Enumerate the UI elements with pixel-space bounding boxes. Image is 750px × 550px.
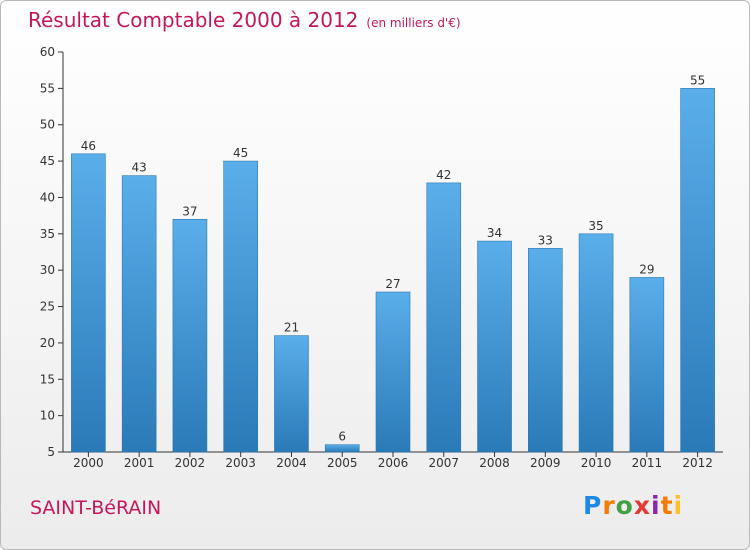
y-tick-label: 10 <box>40 409 55 423</box>
bar-value-label: 45 <box>233 146 248 160</box>
x-tick-label: 2003 <box>225 456 256 470</box>
y-tick-label: 15 <box>40 372 55 386</box>
x-tick-label: 2011 <box>632 456 663 470</box>
bar-value-label: 29 <box>639 262 654 276</box>
y-tick-label: 45 <box>40 154 55 168</box>
y-tick-label: 25 <box>40 300 55 314</box>
bar <box>121 175 157 453</box>
bar <box>578 233 614 453</box>
bar <box>324 444 360 453</box>
y-tick-label: 40 <box>40 190 55 204</box>
x-tick-label: 2000 <box>73 456 104 470</box>
bar-value-label: 6 <box>338 430 346 444</box>
x-tick-label: 2004 <box>276 456 307 470</box>
y-tick-label: 60 <box>40 45 55 59</box>
bar-value-label: 34 <box>487 226 502 240</box>
bar-value-label: 43 <box>132 161 147 175</box>
bar <box>680 88 715 453</box>
x-tick-label: 2012 <box>682 456 713 470</box>
x-tick-label: 2007 <box>428 456 459 470</box>
bar <box>71 153 106 453</box>
y-tick-label: 30 <box>40 263 55 277</box>
town-name: SAINT-BéRAIN <box>30 497 162 519</box>
y-tick-label: 35 <box>40 227 55 241</box>
x-tick-label: 2002 <box>175 456 206 470</box>
proxiti-logo: Proxiti <box>583 491 684 520</box>
chart-title: Résultat Comptable 2000 à 2012 (en millie… <box>28 8 461 32</box>
bar-value-label: 37 <box>182 204 197 218</box>
y-tick-label: 55 <box>40 81 55 95</box>
bar <box>629 277 665 453</box>
x-tick-label: 2001 <box>124 456 155 470</box>
x-tick-label: 2009 <box>530 456 561 470</box>
bar <box>528 248 563 453</box>
bar-value-label: 42 <box>436 168 451 182</box>
y-tick-label: 50 <box>40 118 55 132</box>
y-tick-label: 20 <box>40 336 55 350</box>
bar <box>477 240 512 453</box>
y-tick-label: 5 <box>47 445 55 459</box>
x-tick-label: 2006 <box>378 456 409 470</box>
bar <box>172 218 208 453</box>
bar-value-label: 35 <box>588 219 603 233</box>
bar-value-label: 33 <box>538 233 553 247</box>
bar <box>375 291 411 453</box>
bar <box>426 182 462 453</box>
bar <box>274 335 309 453</box>
bar-value-label: 55 <box>690 73 705 87</box>
chart-unit: (en milliers d'€) <box>366 16 461 30</box>
x-tick-label: 2008 <box>479 456 510 470</box>
x-tick-label: 2005 <box>327 456 358 470</box>
bar-value-label: 46 <box>81 139 96 153</box>
chart-title-text: Résultat Comptable 2000 à 2012 <box>28 8 359 32</box>
x-tick-label: 2010 <box>581 456 612 470</box>
bar <box>223 160 258 453</box>
bar-value-label: 21 <box>284 321 299 335</box>
bar-value-label: 27 <box>385 277 400 291</box>
